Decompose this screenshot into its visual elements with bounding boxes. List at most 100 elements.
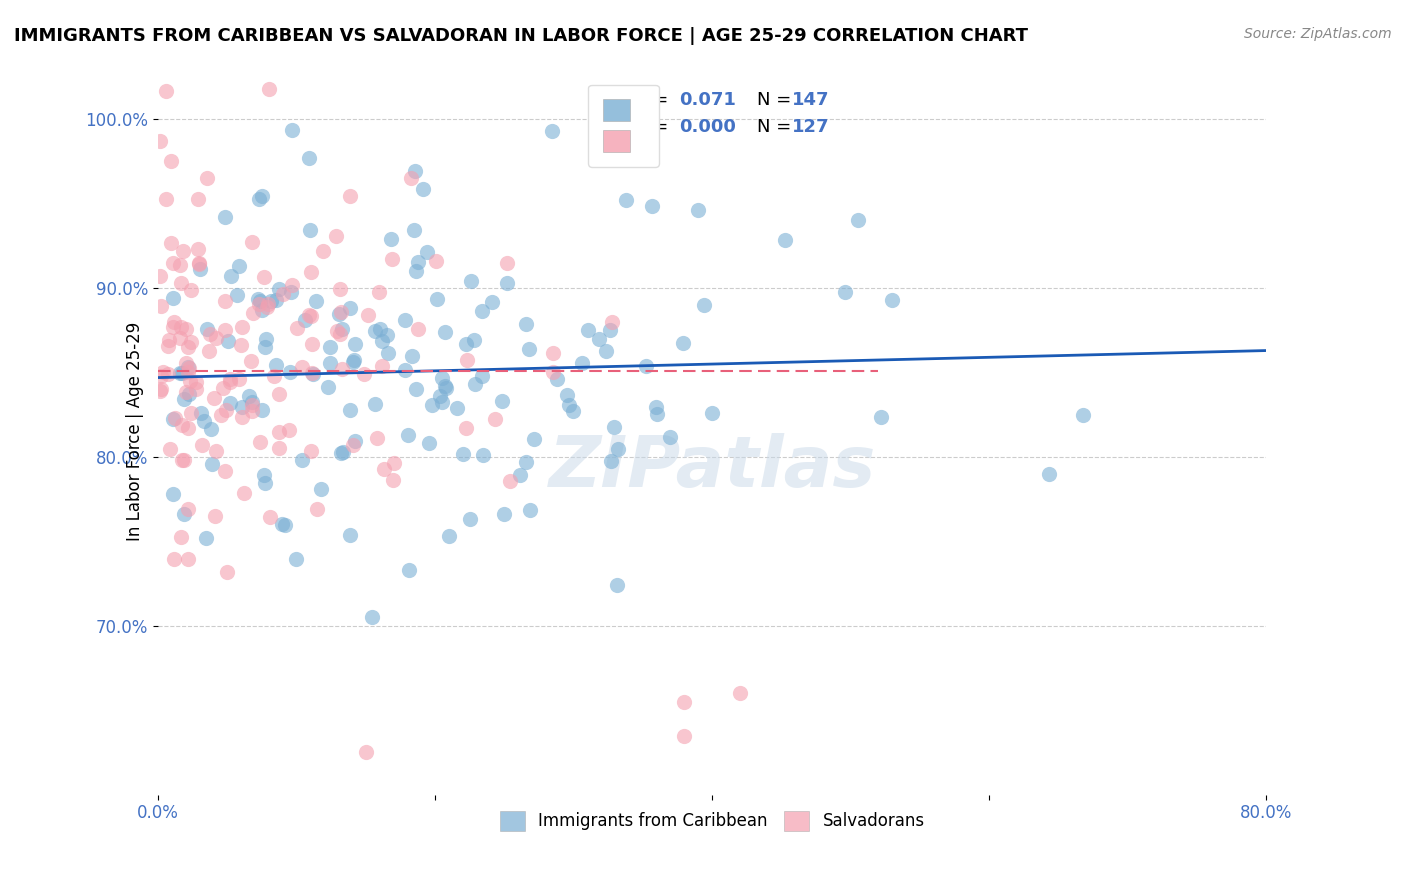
Point: [394, 313, 416, 327]
Point: [200, 422, 222, 436]
Point: [394, 362, 416, 376]
Point: [187, 243, 209, 257]
Text: 147: 147: [792, 91, 830, 109]
Point: [267, 441, 290, 455]
Point: [170, 453, 193, 467]
Point: [149, 134, 172, 148]
Point: [176, 365, 198, 379]
Point: [430, 394, 453, 409]
Point: [278, 423, 301, 437]
Point: [370, 334, 392, 349]
Point: [162, 487, 184, 501]
Point: [446, 401, 468, 415]
Text: Source: ZipAtlas.com: Source: ZipAtlas.com: [1244, 27, 1392, 41]
Point: [382, 473, 405, 487]
Point: [217, 334, 239, 348]
Point: [253, 270, 276, 285]
Point: [405, 263, 427, 277]
Point: [429, 389, 451, 403]
Point: [250, 303, 273, 318]
Point: [434, 378, 457, 392]
Point: [401, 171, 423, 186]
Point: [364, 397, 387, 411]
Point: [240, 235, 263, 249]
Point: [298, 223, 321, 237]
Point: [316, 380, 339, 394]
Point: [339, 188, 361, 202]
Point: [484, 411, 506, 425]
Point: [299, 309, 322, 323]
Point: [231, 410, 253, 425]
Point: [177, 360, 200, 375]
Point: [212, 381, 235, 395]
Point: [880, 293, 903, 307]
Point: [218, 372, 240, 386]
Point: [555, 388, 578, 402]
Point: [162, 319, 184, 334]
Point: [221, 268, 243, 283]
Point: [509, 468, 531, 483]
Point: [172, 244, 194, 259]
Point: [264, 358, 287, 372]
Point: [162, 291, 184, 305]
Point: [344, 336, 367, 351]
Point: [249, 293, 271, 308]
Point: [173, 507, 195, 521]
Point: [339, 301, 361, 315]
Point: [405, 383, 427, 397]
Point: [267, 425, 290, 439]
Point: [186, 383, 208, 397]
Point: [728, 686, 751, 700]
Point: [256, 300, 278, 314]
Point: [231, 319, 253, 334]
Point: [294, 312, 316, 326]
Point: [371, 359, 394, 373]
Point: [176, 356, 198, 370]
Point: [156, 339, 179, 353]
Point: [312, 244, 335, 258]
Point: [297, 151, 319, 165]
Point: [202, 392, 225, 406]
Point: [214, 323, 236, 337]
Point: [246, 293, 269, 307]
Point: [205, 331, 228, 345]
Point: [404, 164, 426, 178]
Point: [214, 464, 236, 478]
Point: [170, 366, 193, 380]
Point: [177, 501, 200, 516]
Point: [846, 213, 869, 227]
Point: [496, 256, 519, 270]
Point: [396, 428, 419, 442]
Point: [382, 456, 405, 470]
Point: [658, 430, 681, 444]
Point: [240, 398, 263, 412]
Point: [163, 315, 186, 329]
Point: [238, 388, 260, 402]
Point: [342, 438, 364, 452]
Point: [541, 124, 564, 138]
Point: [242, 306, 264, 320]
Point: [377, 346, 399, 360]
Point: [209, 409, 232, 423]
Point: [641, 199, 664, 213]
Point: [180, 406, 202, 420]
Point: [595, 343, 617, 358]
Point: [588, 332, 610, 346]
Point: [453, 447, 475, 461]
Point: [418, 435, 440, 450]
Point: [254, 340, 277, 354]
Point: [180, 283, 202, 297]
Point: [329, 282, 352, 296]
Point: [301, 366, 323, 380]
Point: [330, 304, 353, 318]
Point: [458, 512, 481, 526]
Point: [242, 394, 264, 409]
Point: [215, 403, 238, 417]
Point: [439, 529, 461, 543]
Point: [454, 336, 477, 351]
Point: [284, 551, 307, 566]
Point: [149, 382, 172, 396]
Point: [354, 746, 377, 760]
Point: [543, 346, 565, 360]
Text: IMMIGRANTS FROM CARIBBEAN VS SALVADORAN IN LABOR FORCE | AGE 25-29 CORRELATION C: IMMIGRANTS FROM CARIBBEAN VS SALVADORAN …: [14, 27, 1028, 45]
